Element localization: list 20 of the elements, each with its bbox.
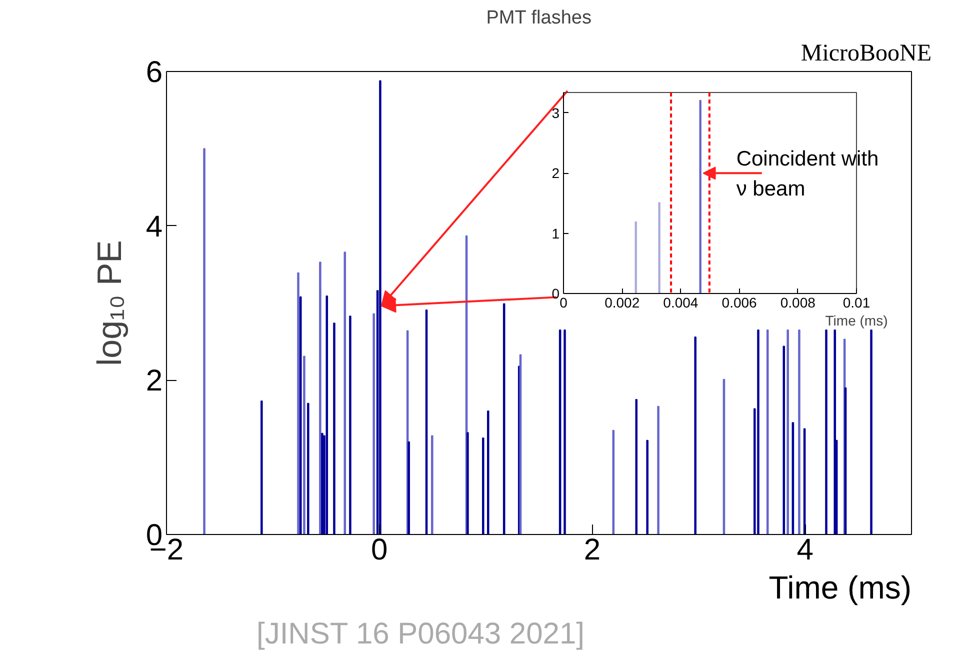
- x-tick-label: 2: [584, 534, 601, 566]
- y-tick-label: 1: [552, 225, 560, 242]
- y-axis-title: log₁₀ PE: [90, 240, 129, 366]
- text: MicroBooNE: [800, 40, 932, 66]
- x-tick-label: 0.008: [780, 294, 816, 310]
- y-tick-label: 6: [146, 56, 163, 89]
- x-axis-title: Time (ms): [825, 312, 888, 328]
- x-tick-label: 0.006: [722, 294, 758, 310]
- y-tick-label: 4: [146, 210, 163, 244]
- x-tick-label: 0.01: [842, 294, 870, 310]
- y-tick-label: 2: [552, 165, 560, 182]
- x-axis-title: Time (ms): [768, 570, 912, 606]
- text: [JINST 16 P06043 2021]: [256, 618, 585, 650]
- x-tick-label: 0: [371, 534, 388, 566]
- x-tick-label: 4: [796, 534, 814, 566]
- y-tick-label: 3: [552, 104, 560, 121]
- x-tick-label: 0.002: [604, 294, 640, 310]
- y-tick-label: 2: [146, 364, 163, 398]
- x-tick-label: 0.004: [663, 294, 698, 310]
- chart-title: PMT flashes: [486, 8, 592, 28]
